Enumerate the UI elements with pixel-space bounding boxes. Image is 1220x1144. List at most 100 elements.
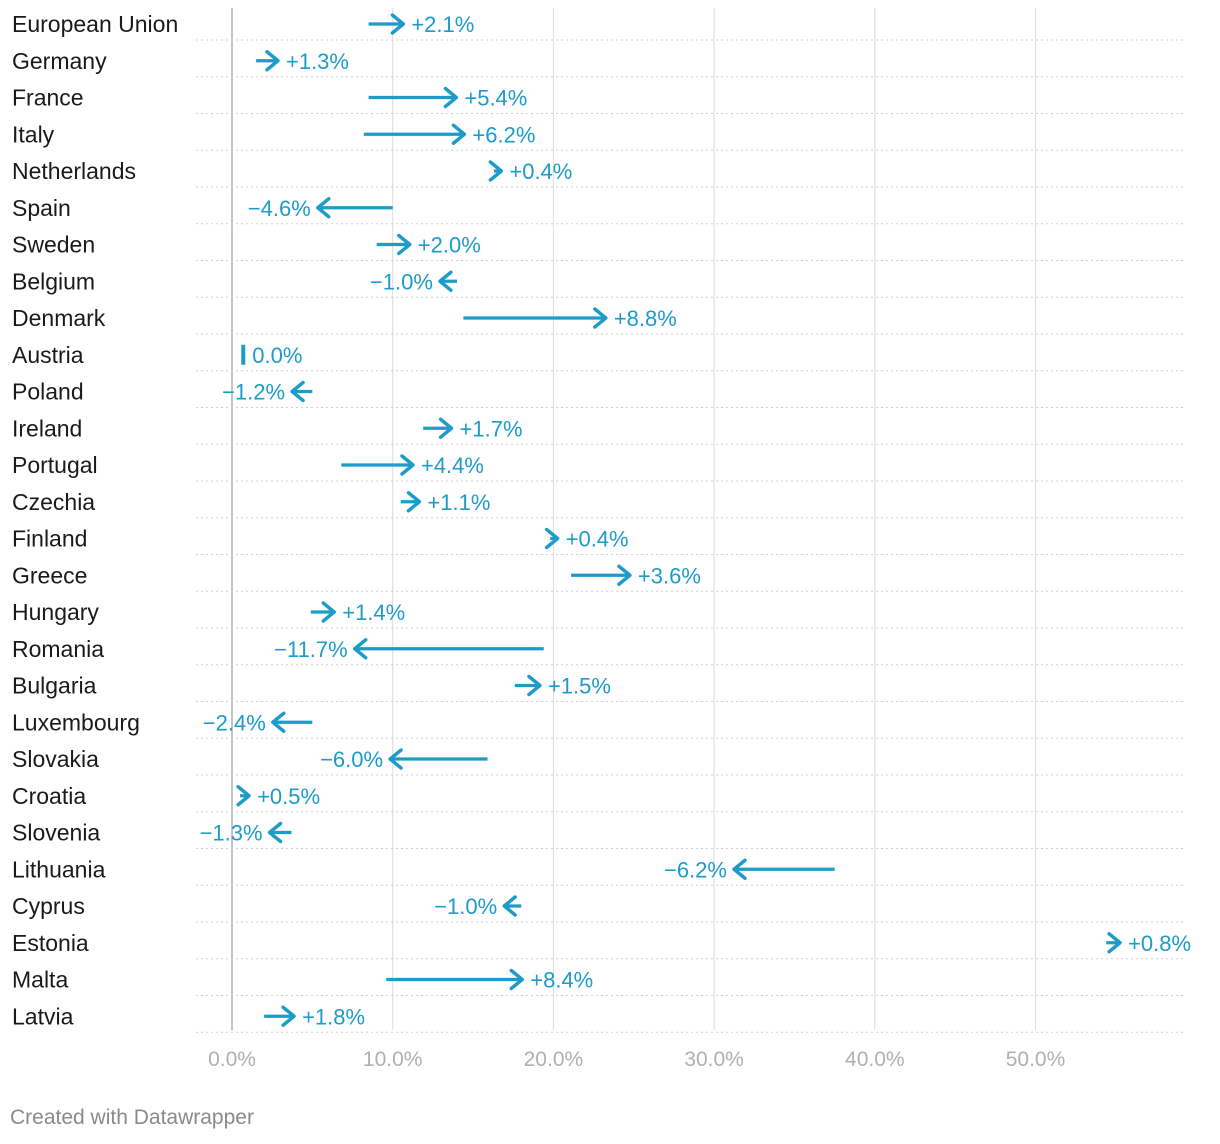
x-tick-label-5: 50.0% (1006, 1048, 1066, 1071)
x-tick-label-2: 20.0% (524, 1048, 584, 1071)
change-label: +8.4% (530, 968, 593, 993)
country-label: Estonia (12, 930, 89, 956)
change-label: −6.2% (664, 857, 727, 882)
arrow-head (593, 307, 608, 329)
change-label: +1.7% (460, 416, 523, 441)
row-malta: Malta +8.4% (12, 967, 1186, 996)
arrow-head (443, 86, 459, 109)
change-label: +1.3% (286, 49, 349, 74)
row-spain: Spain −4.6% (12, 195, 1186, 225)
arrow-head (438, 417, 454, 439)
change-label: +2.0% (418, 233, 481, 258)
change-label: −6.0% (320, 747, 383, 772)
arrow-head (281, 1005, 296, 1027)
gridlines: 0.0% 10.0% 20.0% 30.0% 40.0% 50.0% (208, 8, 1065, 1071)
row-croatia: Croatia +0.5% (12, 783, 1186, 813)
country-label: Malta (12, 967, 68, 993)
arrow-head (353, 638, 368, 660)
row-belgium: Belgium −1.0% (12, 268, 1186, 298)
country-label: Denmark (12, 305, 106, 331)
country-label: Slovakia (12, 746, 99, 772)
arrow-head (400, 454, 415, 476)
arrow-chart: 0.0% 10.0% 20.0% 30.0% 40.0% 50.0% European Un… (12, 8, 1191, 1071)
country-label: Poland (12, 379, 84, 405)
change-label: −1.2% (222, 380, 285, 405)
arrow-head (267, 821, 283, 844)
row-luxembourg: Luxembourg −2.4% (12, 709, 1186, 739)
country-label: Latvia (12, 1003, 74, 1029)
footer-credit: Created with Datawrapper (10, 1106, 254, 1129)
arrow-head (397, 233, 412, 256)
country-label: Portugal (12, 452, 98, 478)
country-label: Finland (12, 526, 87, 552)
country-label: Ireland (12, 415, 82, 441)
country-label: Czechia (12, 489, 95, 515)
arrow-head (390, 13, 406, 35)
arrow-head (1107, 932, 1122, 954)
change-label: −11.7% (274, 637, 348, 662)
row-portugal: Portugal +4.4% (12, 452, 1186, 482)
arrow-head (236, 785, 251, 807)
row-poland: Poland −1.2% (12, 379, 1186, 408)
change-label: +0.4% (509, 159, 572, 184)
arrow-head (265, 50, 280, 72)
country-label: European Union (12, 11, 178, 37)
country-label: Luxembourg (12, 709, 140, 735)
country-label: France (12, 85, 84, 111)
arrow-head (321, 601, 336, 623)
change-label: +0.8% (1128, 931, 1191, 956)
row-czechia: Czechia +1.1% (12, 489, 1186, 519)
arrow-head (388, 748, 403, 770)
country-label: Austria (12, 342, 84, 368)
arrow-head (527, 674, 542, 697)
arrow-head (290, 380, 305, 403)
change-label: −1.0% (370, 269, 433, 294)
row-lithuania: Lithuania −6.2% (12, 856, 1186, 886)
country-label: Lithuania (12, 856, 106, 882)
change-label: +1.8% (302, 1004, 365, 1029)
country-label: Italy (12, 121, 55, 147)
row-greece: Greece +3.6% (12, 562, 1186, 592)
country-label: Bulgaria (12, 673, 97, 699)
row-ireland: Ireland +1.7% (12, 415, 1186, 445)
change-label: +4.4% (421, 453, 484, 478)
arrow-head (732, 858, 747, 880)
row-denmark: Denmark +8.8% (12, 305, 1186, 335)
rows: European Union +2.1% Germany +1.3% France +5.… (12, 11, 1191, 1033)
row-netherlands: Netherlands +0.4% (12, 158, 1186, 188)
row-france: France +5.4% (12, 85, 1186, 114)
country-label: Greece (12, 562, 87, 588)
arrow-head (316, 197, 331, 219)
x-tick-label-3: 30.0% (684, 1048, 744, 1071)
row-european-union: European Union +2.1% (12, 11, 1186, 41)
row-germany: Germany +1.3% (12, 48, 1186, 78)
arrow-head (502, 895, 517, 917)
change-label: −4.6% (248, 196, 311, 221)
row-slovenia: Slovenia −1.3% (12, 820, 1186, 849)
row-slovakia: Slovakia −6.0% (12, 746, 1186, 776)
country-label: Hungary (12, 599, 99, 625)
arrow-head (544, 527, 560, 550)
row-austria: Austria 0.0% (12, 342, 1186, 372)
change-label: −1.3% (200, 821, 263, 846)
country-label: Belgium (12, 268, 95, 294)
country-label: Cyprus (12, 893, 85, 919)
row-italy: Italy +6.2% (12, 121, 1186, 151)
row-sweden: Sweden +2.0% (12, 232, 1186, 261)
x-tick-label-1: 10.0% (363, 1048, 423, 1071)
country-label: Spain (12, 195, 71, 221)
country-label: Slovenia (12, 820, 100, 846)
arrow-head (451, 123, 467, 145)
change-label: −1.0% (434, 894, 497, 919)
change-label: 0.0% (252, 343, 302, 368)
change-label: +0.5% (257, 784, 320, 809)
country-label: Sweden (12, 232, 95, 258)
change-label: +1.5% (548, 674, 611, 699)
change-label: +5.4% (464, 86, 527, 111)
change-label: +2.1% (411, 12, 474, 37)
row-finland: Finland +0.4% (12, 526, 1186, 555)
arrow-head (488, 160, 504, 182)
arrow-head (438, 270, 453, 292)
arrow-head (271, 711, 286, 733)
row-hungary: Hungary +1.4% (12, 599, 1186, 629)
